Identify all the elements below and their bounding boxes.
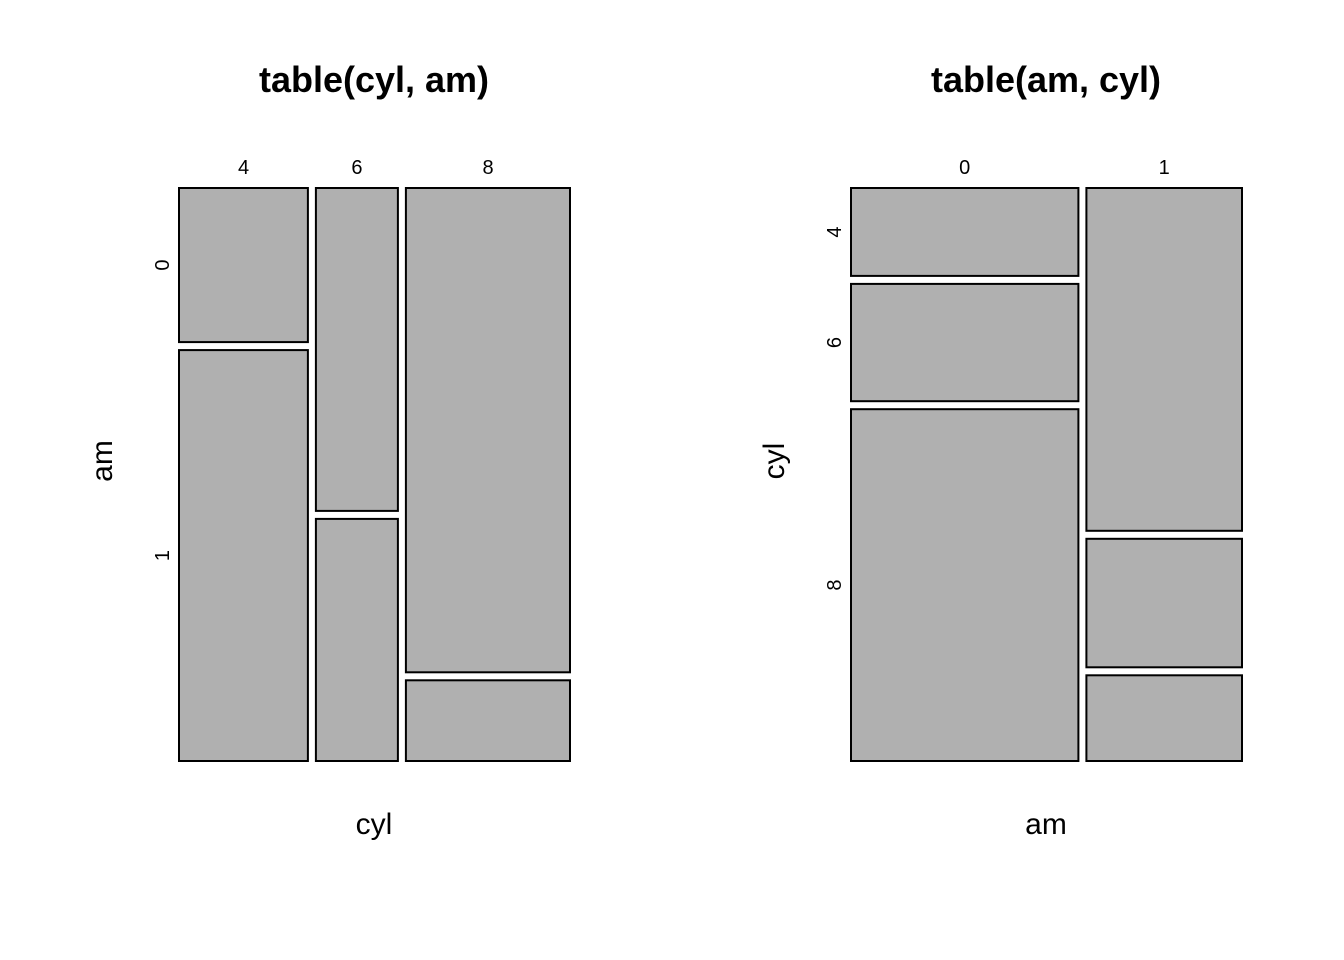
mosaic-tile: [404, 187, 571, 674]
y-tick-label: 4: [824, 226, 846, 237]
mosaic-tile: [314, 187, 399, 512]
panel-title: table(cyl, am): [259, 59, 489, 100]
x-axis-label: cyl: [356, 808, 393, 841]
mosaic-tile: [178, 187, 309, 344]
mosaic-tile: [850, 408, 1080, 762]
mosaic-tiles: [178, 187, 571, 763]
y-tick-label: 6: [824, 337, 846, 348]
x-tick-label: 8: [482, 157, 493, 179]
x-axis-label: am: [1025, 808, 1067, 841]
x-tick-label: 6: [351, 157, 362, 179]
y-axis-label: cyl: [758, 443, 791, 480]
mosaic-tile: [314, 517, 399, 763]
y-tick-label: 1: [152, 550, 174, 561]
y-tick-label: 0: [152, 259, 174, 270]
x-tick-label: 4: [238, 157, 249, 179]
x-tick-label: 0: [959, 157, 970, 179]
x-tick-label: 1: [1159, 157, 1170, 179]
y-axis-label: am: [86, 440, 119, 482]
mosaic-tile: [404, 679, 571, 762]
x-tick-labels: 4 6 8: [238, 157, 494, 179]
y-tick-labels: 01: [152, 259, 174, 561]
mosaic-tile: [178, 349, 309, 762]
mosaic-tile: [1085, 187, 1244, 532]
mosaic-tile: [1085, 674, 1244, 762]
mosaic-tile: [850, 282, 1080, 403]
mosaic-tile: [850, 187, 1080, 277]
mosaic-tile: [1085, 537, 1244, 669]
mosaic-tiles: [850, 187, 1244, 762]
y-tick-labels: 4 6 8: [824, 226, 846, 590]
y-tick-label: 8: [824, 580, 846, 591]
panel-title: table(am, cyl): [931, 59, 1161, 100]
